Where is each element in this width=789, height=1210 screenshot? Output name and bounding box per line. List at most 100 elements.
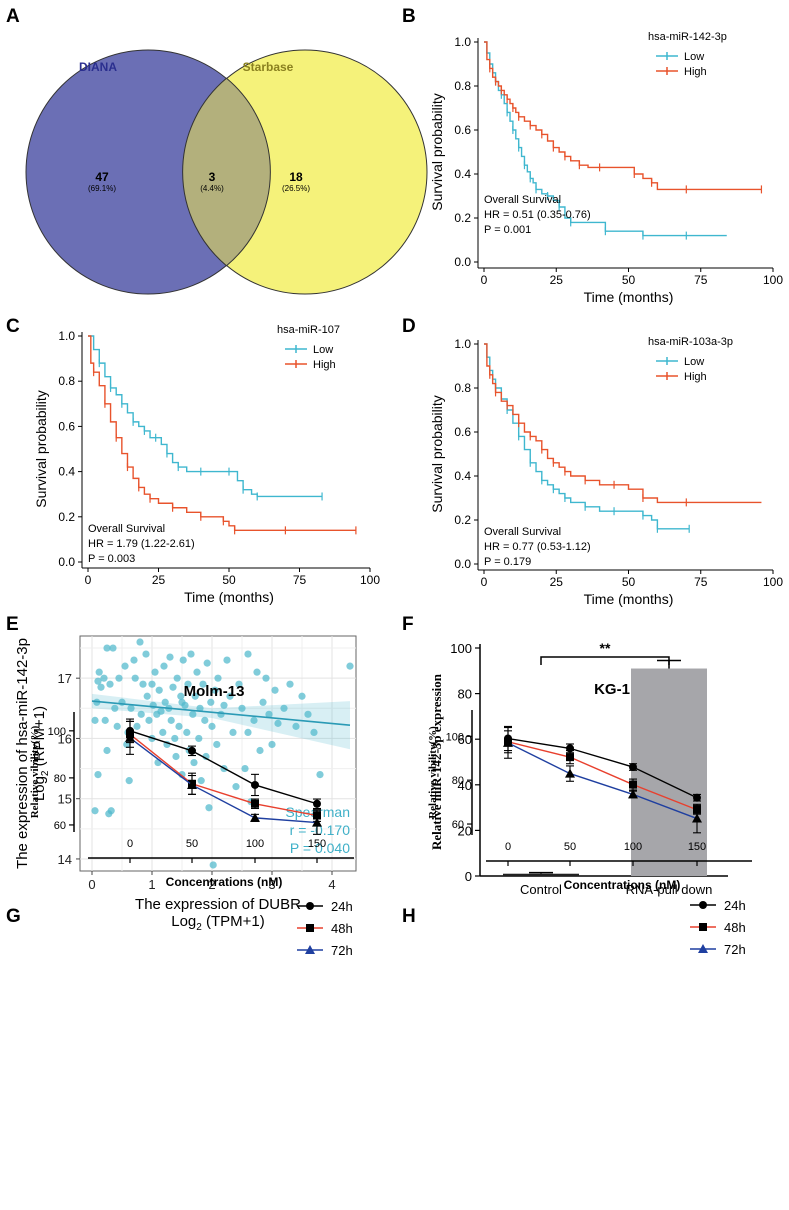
scatter-point <box>217 710 225 718</box>
x-tick-label: 150 <box>688 841 706 853</box>
legend-title: hsa-miR-107 <box>277 324 340 336</box>
scatter-point <box>205 804 213 812</box>
scatter-point <box>178 698 186 706</box>
y-axis-subtitle: Log2 (RPM+1) <box>31 706 51 801</box>
scatter-point <box>142 650 150 658</box>
legend-marker-72h <box>698 944 708 953</box>
scatter-point <box>167 716 175 724</box>
venn-count-diana: 47 <box>95 170 109 184</box>
data-point-48h <box>629 780 637 789</box>
scatter-point <box>171 734 179 743</box>
scatter-point <box>195 734 203 743</box>
venn-count-starbase: 18 <box>289 170 303 184</box>
scatter-point <box>187 650 195 658</box>
scatter-point <box>256 746 264 755</box>
scatter-point <box>304 710 312 718</box>
venn-pct-diana: (69.1%) <box>88 184 116 193</box>
data-point-72h <box>312 817 322 827</box>
scatter-point <box>103 644 111 652</box>
scatter-point <box>286 680 294 688</box>
y-tick-label: 0.6 <box>454 123 471 137</box>
series-line-72h <box>129 737 318 824</box>
scatter-point <box>133 722 141 730</box>
data-point-72h <box>565 768 575 778</box>
scatter-point <box>148 680 156 688</box>
data-point-24h <box>313 799 321 808</box>
km-plot-mir103a: 0 25 50 75 100 0.0 0.2 0.4 0.6 0.8 1.0 Time (months… <box>429 336 783 607</box>
y-tick-label: 100 <box>450 641 472 656</box>
y-tick-label: 0.4 <box>454 167 471 181</box>
scatter-point <box>113 722 121 730</box>
x-axis-title: Time (months) <box>184 589 274 605</box>
y-tick-label: 0.0 <box>58 555 75 569</box>
x-axis-title: Time (months) <box>584 289 674 305</box>
legend-label-low: Low <box>684 51 704 63</box>
stat-annotation: HR = 1.79 (1.22-2.61) <box>88 538 195 550</box>
scatter-point <box>241 764 249 773</box>
y-tick-label: 100 <box>48 726 66 738</box>
scatter-point <box>214 674 222 682</box>
km-plot-mir107: 0 25 50 75 100 0.0 0.2 0.4 0.6 0.8 1.0 Time (months… <box>33 324 380 605</box>
scatter-point <box>259 698 267 706</box>
x-tick-label: 75 <box>694 273 708 287</box>
scatter-point <box>310 728 318 737</box>
x-tick-label: 100 <box>360 573 380 587</box>
y-tick-label: 1.0 <box>454 35 471 49</box>
scatter-point <box>107 807 115 815</box>
scatter-point <box>94 770 102 779</box>
y-tick-label: 0.6 <box>454 425 471 439</box>
scatter-point <box>155 686 163 694</box>
scatter-point <box>91 716 99 724</box>
scatter-point <box>274 719 282 727</box>
chart-title: Molm-13 <box>184 683 245 700</box>
legend-label-48h: 48h <box>724 920 746 935</box>
scatter-point <box>244 650 252 658</box>
data-point-24h <box>693 793 701 802</box>
scatter-point <box>136 638 144 646</box>
legend-title: hsa-miR-142-3p <box>648 31 727 43</box>
fit-line <box>91 700 351 726</box>
scatter-point <box>262 674 270 682</box>
scatter-point <box>111 704 119 712</box>
y-tick-label: 0.2 <box>58 510 75 524</box>
y-tick-label: 80 <box>54 773 66 785</box>
scatter-point <box>115 674 123 682</box>
y-tick-label: 0.4 <box>58 465 75 479</box>
scatter-point <box>179 656 187 664</box>
scatter-point <box>139 680 147 688</box>
y-tick-label: 60 <box>54 820 66 832</box>
panel-label-e: E <box>6 614 19 635</box>
scatter-point <box>154 758 162 767</box>
data-point-72h <box>187 779 197 789</box>
y-tick-label: 15 <box>58 792 72 807</box>
x-tick-label: 50 <box>564 841 576 853</box>
x-tick-label: 2 <box>208 877 215 892</box>
survival-curve-low <box>484 343 690 530</box>
y-axis-title: Relative vibility(%) <box>29 725 41 818</box>
series-line-72h <box>507 742 698 820</box>
x-tick-label: 4 <box>328 877 335 892</box>
legend-label-72h: 72h <box>724 942 746 957</box>
significance-label: ** <box>600 640 611 656</box>
x-tick-label: 50 <box>186 838 198 850</box>
y-tick-label: 0.6 <box>58 419 75 433</box>
panel-label-b: B <box>402 6 416 27</box>
x-tick-label: 75 <box>293 573 307 587</box>
scatter-point <box>100 674 108 682</box>
legend-label-high: High <box>313 359 336 371</box>
legend-label-72h: 72h <box>331 943 353 958</box>
scatter-point <box>184 680 192 688</box>
venn-pct-overlap: (4.4%) <box>200 184 224 193</box>
y-tick-label: 20 <box>458 823 472 838</box>
scatter-point <box>172 752 180 761</box>
scatter-point <box>253 668 261 676</box>
x-tick-label: 50 <box>622 575 636 589</box>
scatter-point <box>121 662 129 670</box>
stat-annotation: r = -0.170 <box>290 822 351 838</box>
y-tick-label: 0.8 <box>58 374 75 388</box>
y-tick-label: 0.2 <box>454 211 471 225</box>
scatter-point <box>97 683 105 691</box>
scatter-point <box>201 716 209 724</box>
data-point-24h <box>251 780 259 789</box>
